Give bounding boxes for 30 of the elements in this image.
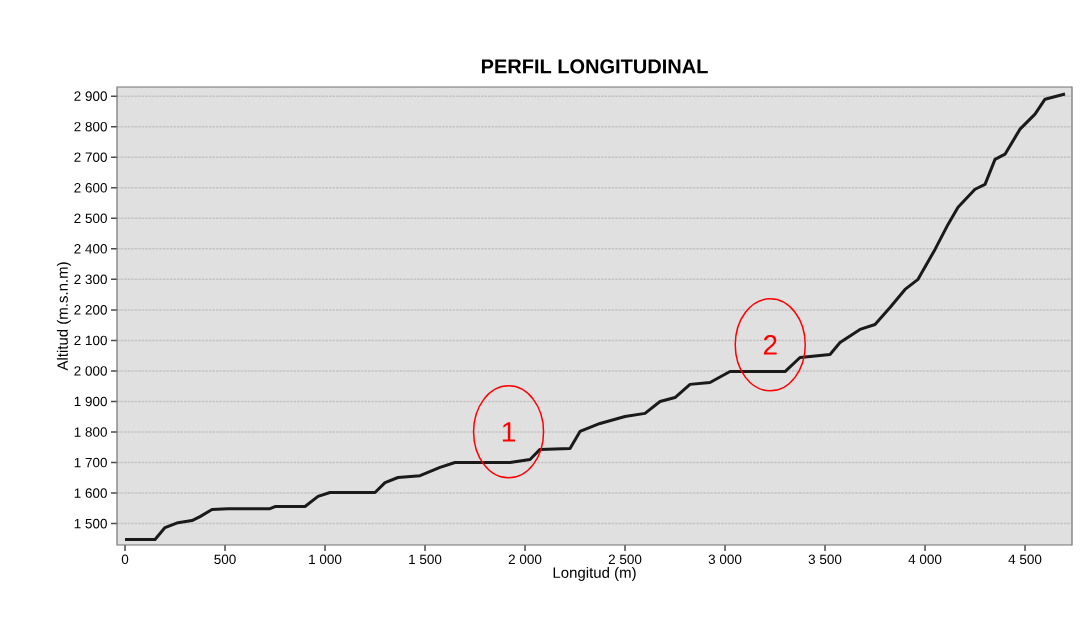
y-axis-title: Altitud (m.s.n.m): [56, 262, 71, 371]
x-tick-label: 4 500: [1008, 554, 1042, 565]
x-tick-label: 500: [214, 554, 236, 565]
x-tick-label: 1 000: [309, 554, 342, 565]
y-tick-label: 1 500: [74, 518, 107, 529]
x-tick-label: 2 500: [608, 554, 642, 565]
y-tick-label: 2 700: [74, 152, 107, 162]
y-tick-label: 2 800: [74, 121, 107, 132]
y-tick-label: 2 600: [74, 182, 107, 193]
x-tick-label: 3 500: [808, 554, 842, 565]
x-tick-label: 1 500: [409, 554, 442, 565]
x-tick-label: 4 000: [908, 554, 942, 565]
y-tick-label: 1 800: [74, 427, 107, 437]
y-tick-label: 2 400: [74, 244, 107, 254]
y-tick-label: 1 600: [74, 488, 107, 498]
y-tick-label: 2 900: [74, 91, 107, 101]
y-tick-label: 2 100: [74, 335, 107, 346]
annotation: 2: [763, 335, 777, 355]
x-tick-label: 0: [121, 554, 129, 565]
x-axis-title: Longitud (m): [553, 566, 636, 581]
y-tick-label: 2 000: [74, 366, 107, 376]
x-tick-label: 2 000: [508, 554, 542, 565]
y-tick-label: 2 200: [74, 305, 107, 315]
y-tick-label: 1 900: [74, 396, 107, 407]
y-tick-label: 1 700: [74, 457, 107, 468]
y-tick-label: 2 500: [74, 213, 107, 224]
y-tick-label: 2 300: [74, 274, 107, 285]
annotation: 1: [502, 422, 515, 442]
chart-title: PERFIL LONGITUDINAL: [481, 59, 708, 74]
x-tick-label: 3 000: [708, 554, 742, 565]
